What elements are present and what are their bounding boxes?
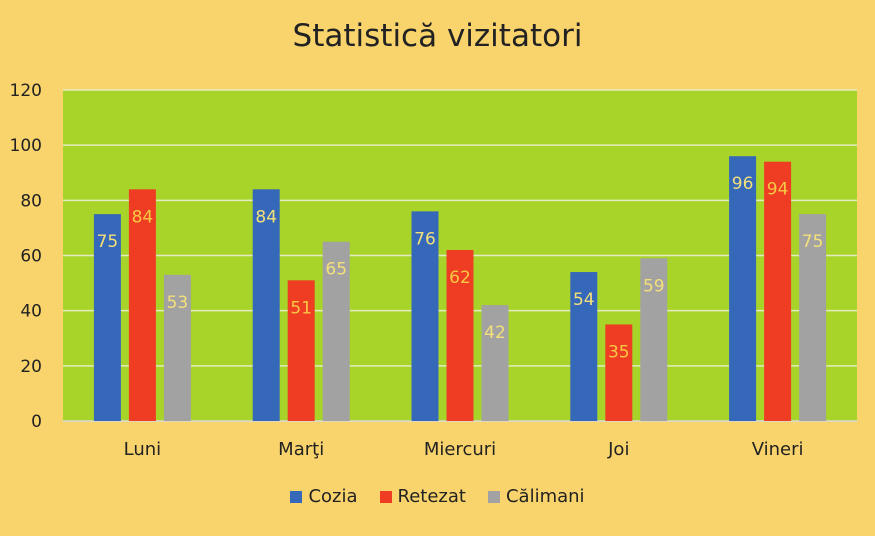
data-label: 94 [767, 180, 789, 200]
y-tick-label: 20 [20, 357, 42, 377]
data-label: 62 [449, 268, 471, 288]
x-tick-label: Joi [607, 439, 629, 460]
bar [729, 156, 757, 421]
y-tick-label: 60 [20, 247, 42, 267]
x-tick-label: Vineri [752, 439, 804, 460]
y-tick-label: 40 [20, 302, 42, 322]
bar [287, 280, 315, 421]
legend-label: Retezat [397, 486, 466, 507]
x-tick-label: Marţi [278, 439, 324, 460]
bar [252, 189, 280, 421]
y-tick-label: 120 [10, 81, 42, 101]
bar [799, 214, 827, 421]
legend-swatch [379, 490, 392, 503]
bar [93, 214, 121, 421]
bar [163, 274, 191, 421]
bar [322, 241, 350, 421]
data-label: 53 [167, 293, 189, 313]
legend-swatch [290, 490, 303, 503]
bar [605, 324, 633, 421]
bar [570, 272, 598, 421]
bar [446, 249, 474, 421]
legend-item: Cozia [290, 486, 358, 507]
data-label: 75 [802, 232, 824, 252]
data-label: 96 [732, 174, 754, 194]
data-label: 76 [414, 229, 436, 249]
data-label: 84 [132, 207, 154, 227]
x-tick-label: Luni [124, 439, 162, 460]
legend-item: Călimani [487, 486, 585, 507]
data-label: 59 [643, 276, 665, 296]
data-label: 65 [325, 260, 347, 280]
y-tick-label: 0 [31, 412, 42, 432]
legend-label: Călimani [505, 486, 585, 507]
legend-label: Cozia [308, 486, 358, 507]
data-label: 42 [484, 323, 506, 343]
data-label: 35 [608, 342, 630, 362]
chart-title: Statistică vizitatori [292, 18, 583, 54]
bar [764, 161, 792, 421]
bar [640, 258, 668, 421]
bar [481, 305, 509, 421]
bar [128, 189, 156, 421]
y-tick-label: 100 [10, 136, 42, 156]
bar [411, 211, 439, 421]
y-tick-label: 80 [20, 191, 42, 211]
data-label: 54 [573, 290, 595, 310]
legend-swatch [487, 490, 500, 503]
legend-item: Retezat [379, 486, 466, 507]
data-label: 51 [290, 298, 312, 318]
data-label: 75 [97, 232, 119, 252]
data-label: 84 [255, 207, 277, 227]
x-tick-label: Miercuri [424, 439, 496, 460]
legend: Cozia Retezat Călimani [0, 486, 875, 507]
